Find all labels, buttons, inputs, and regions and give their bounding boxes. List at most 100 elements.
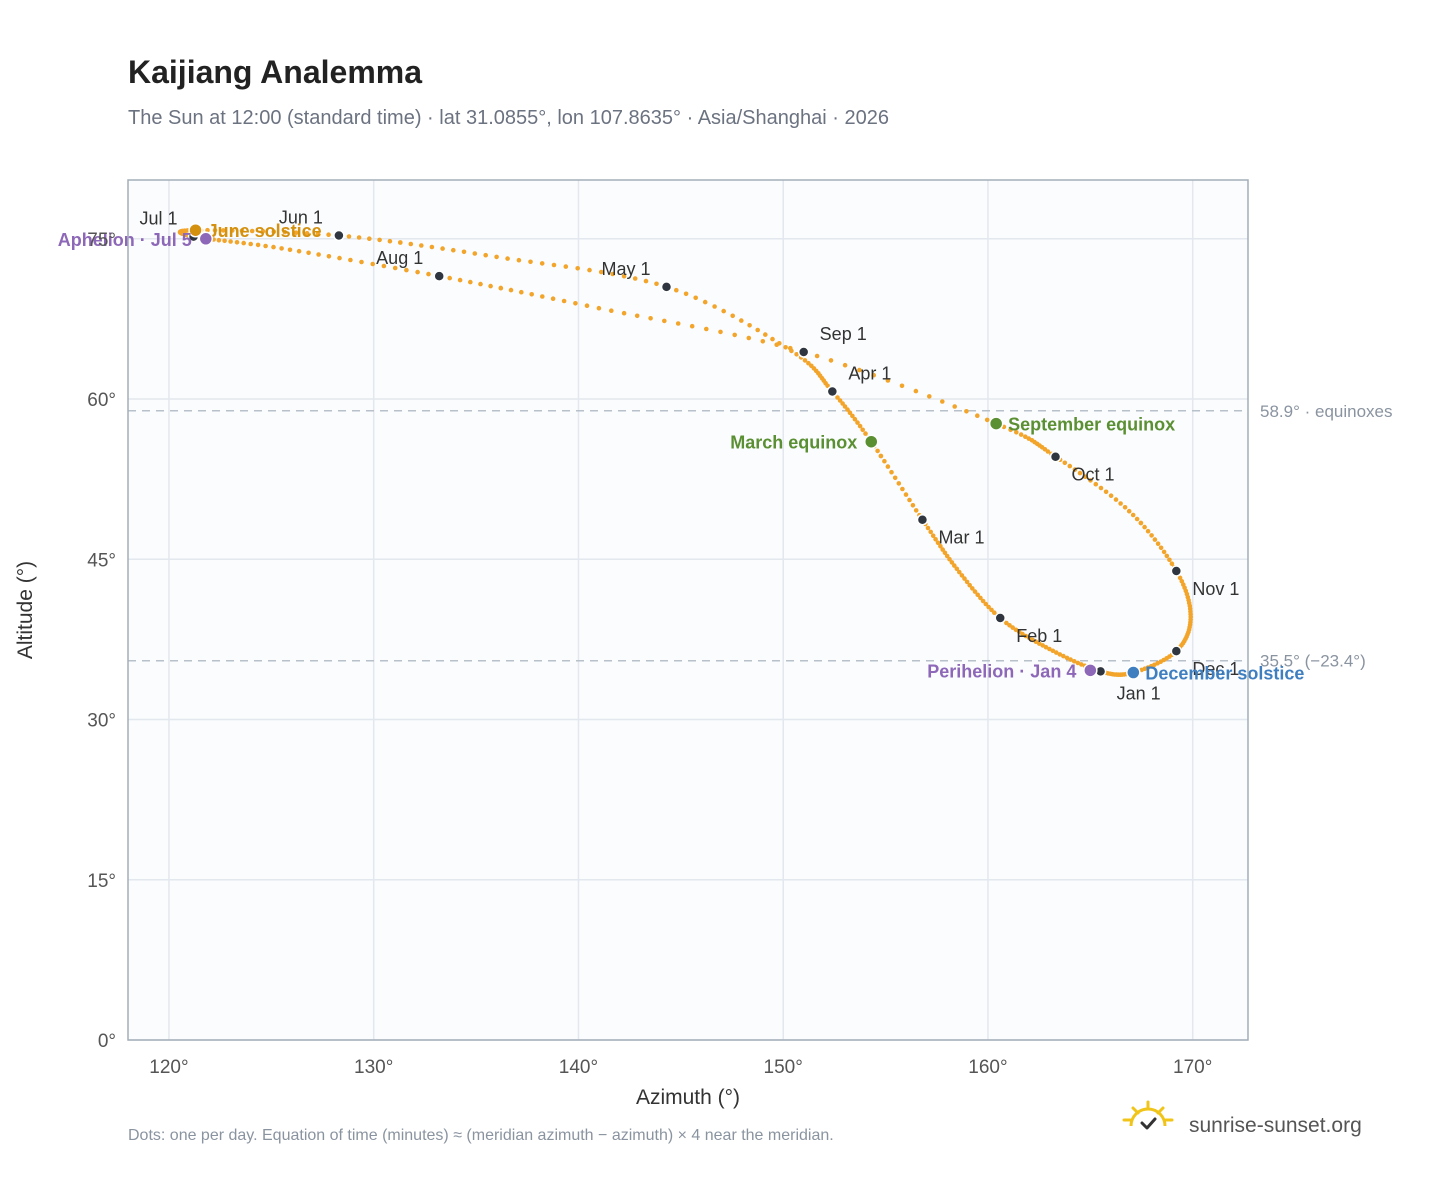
daily-sun-position-dot [989,607,994,613]
daily-sun-position-dot [279,246,284,251]
daily-sun-position-dot [598,269,604,275]
daily-sun-position-dot [1004,620,1009,626]
daily-sun-position-dot [978,595,983,601]
daily-sun-position-dot [913,508,919,513]
daily-sun-position-dot [440,246,445,251]
daily-sun-position-dot [228,239,233,244]
daily-sun-position-dot [1108,493,1114,499]
daily-sun-position-dot [212,228,218,233]
daily-sun-position-dot [718,329,723,335]
daily-sun-position-dot [282,229,288,235]
month-marker-dot [994,612,1006,624]
daily-sun-position-dot [1062,460,1068,466]
daily-sun-position-dot [964,409,969,414]
daily-sun-position-dot [230,228,235,233]
daily-sun-position-dot [575,266,580,271]
daily-sun-position-dot [900,486,905,492]
daily-sun-position-dot [794,352,799,357]
daily-sun-position-dot [925,525,931,531]
daily-sun-position-dot [260,229,266,234]
daily-sun-position-dot [1023,434,1028,440]
daily-sun-position-dot [392,265,398,271]
daily-sun-position-dot [239,228,245,233]
daily-sun-position-dot [889,469,894,475]
daily-sun-position-dot [315,231,321,237]
month-marker-dot [1170,565,1183,577]
daily-sun-position-dot [899,383,905,389]
daily-sun-position-dot [878,453,884,459]
daily-sun-position-dot [304,231,310,236]
daily-sun-position-dot [857,367,862,373]
daily-sun-position-dot [505,256,510,261]
daily-sun-position-dot [241,240,246,246]
daily-sun-position-dot [935,540,941,546]
daily-sun-position-dot [975,592,980,598]
daily-sun-position-dot [949,560,955,565]
daily-sun-position-dot [1047,646,1052,652]
daily-sun-position-dot [1072,467,1078,472]
daily-sun-position-dot [860,427,865,433]
daily-sun-position-dot [788,345,793,351]
daily-sun-position-dot [1103,489,1109,495]
x-tick-label: 120° [149,1057,188,1078]
event-marker-label: Perihelion · Jan 4 [927,661,1076,681]
daily-sun-position-dot [693,295,698,301]
daily-sun-position-dot [1014,430,1019,435]
daily-sun-position-dot [847,410,853,416]
y-tick-label: 75° [87,230,116,251]
month-marker-label: Jul 1 [139,209,177,229]
daily-sun-position-dot [907,497,912,503]
daily-sun-position-dot [845,407,850,412]
daily-sun-position-dot [871,372,876,378]
daily-sun-position-dot [933,537,938,542]
daily-sun-position-dot [306,250,311,256]
daily-sun-position-dot [539,261,545,266]
daily-sun-position-dot [1057,652,1063,657]
event-markers: March equinox September equinox June solst… [58,221,1305,683]
daily-sun-position-dot [712,304,717,309]
daily-sun-position-dot [1075,660,1081,666]
month-marker-dot [826,385,839,398]
daily-sun-position-dot [472,251,478,256]
month-marker-label: May 1 [601,259,650,279]
daily-sun-position-dot [234,240,240,245]
month-marker-dot [333,229,345,242]
daily-sun-position-dot [573,301,578,306]
daily-sun-position-dot [584,303,590,309]
month-marker-dot [916,513,929,526]
daily-sun-position-dot [337,255,342,261]
daily-sun-position-dot [478,281,483,287]
daily-sun-position-dot [730,313,735,319]
daily-sun-position-dot [964,579,970,585]
daily-sun-position-dot [755,327,760,333]
daily-sun-position-dot [359,259,364,265]
event-marker-dot [864,434,879,449]
daily-sun-position-dot [1134,516,1140,522]
daily-sun-position-dot [508,287,514,293]
daily-sun-position-dot [896,481,902,486]
daily-sun-position-dot [1093,481,1099,487]
daily-sun-position-dot [1030,637,1035,643]
daily-sun-position-dot [609,308,614,314]
daily-sun-position-dot [944,553,950,559]
daily-sun-position-dot [370,261,376,267]
month-marker-label: Jun 1 [279,208,323,228]
daily-sun-position-dot [850,413,855,419]
daily-sun-position-dot [1142,524,1147,530]
event-marker-dot [1083,663,1098,678]
daily-sun-position-dot [1152,537,1158,542]
daily-sun-position-dot [1064,655,1070,661]
daily-sun-position-dot [249,228,255,234]
daily-sun-position-dot [903,492,909,497]
daily-sun-position-dot [952,404,957,409]
daily-sun-position-dot [770,336,775,342]
daily-sun-position-dot [296,248,302,254]
daily-sun-position-dot [1020,631,1025,637]
daily-sun-position-dot [885,378,891,383]
daily-sun-position-dot [972,589,978,594]
daily-sun-position-dot [1130,512,1136,518]
daily-sun-position-dot [952,563,957,568]
daily-sun-position-dot [928,529,933,535]
daily-sun-position-dot [1067,463,1073,469]
